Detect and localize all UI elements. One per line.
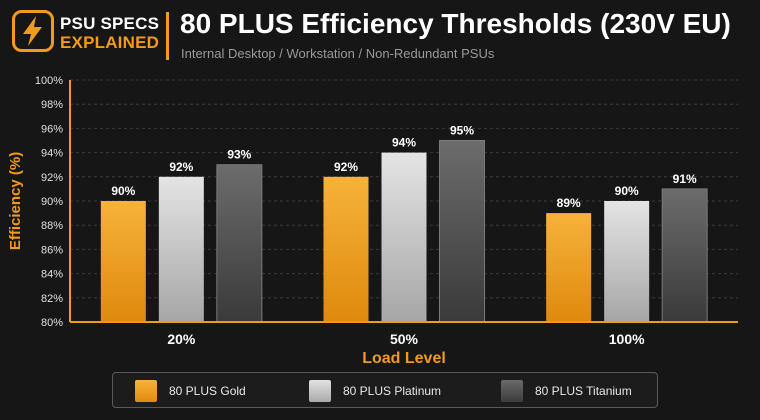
y-tick-label: 100% bbox=[35, 75, 63, 87]
bar-value-label: 95% bbox=[450, 124, 474, 138]
bar-value-label: 90% bbox=[111, 184, 135, 198]
bar-value-label: 94% bbox=[392, 136, 416, 150]
chart-legend: 80 PLUS Gold 80 PLUS Platinum 80 PLUS Ti… bbox=[112, 372, 658, 408]
bar-titanium bbox=[439, 140, 485, 323]
bar-gold bbox=[546, 213, 592, 322]
x-tick-label: 100% bbox=[609, 331, 645, 347]
bar-gold bbox=[100, 201, 146, 322]
legend-label-titanium: 80 PLUS Titanium bbox=[535, 384, 632, 398]
bar-titanium bbox=[661, 188, 708, 323]
y-tick-label: 98% bbox=[41, 99, 63, 111]
y-tick-label: 96% bbox=[41, 123, 63, 135]
y-tick-label: 88% bbox=[41, 220, 63, 232]
y-tick-label: 86% bbox=[41, 244, 63, 256]
y-tick-label: 90% bbox=[41, 196, 63, 208]
axes: 80% 82% 84% 86% 88% 90% 92% 94% 96% 98% 100% 20% 50%… bbox=[7, 75, 738, 367]
bars bbox=[100, 140, 708, 323]
x-tick-label: 20% bbox=[167, 331, 196, 347]
bar-value-label: 90% bbox=[615, 184, 639, 198]
brand-logo: PSU SPECS EXPLAINED bbox=[12, 10, 164, 62]
legend-label-gold: 80 PLUS Gold bbox=[169, 384, 246, 398]
brand-line-2: EXPLAINED bbox=[60, 33, 160, 52]
bar-value-label: 92% bbox=[334, 160, 358, 174]
bar-platinum bbox=[381, 152, 427, 322]
bar-value-label: 93% bbox=[227, 148, 251, 162]
bar-value-label: 92% bbox=[169, 160, 193, 174]
brand-line-1: PSU SPECS bbox=[60, 14, 160, 33]
data-labels: 90% 92% 93% 92% 94% 95% 89% 90% 91% bbox=[111, 124, 697, 211]
bar-value-label: 89% bbox=[557, 196, 581, 210]
legend-label-platinum: 80 PLUS Platinum bbox=[343, 384, 442, 398]
legend-swatch-gold bbox=[135, 380, 157, 402]
x-axis-title: Load Level bbox=[362, 350, 446, 367]
legend-swatch-platinum bbox=[309, 380, 331, 402]
bar-platinum bbox=[158, 176, 204, 322]
y-tick-label: 80% bbox=[41, 317, 63, 329]
y-tick-label: 92% bbox=[41, 172, 63, 184]
lightning-bolt-icon bbox=[12, 10, 54, 52]
title-divider bbox=[166, 12, 169, 60]
legend-swatch-titanium bbox=[501, 380, 523, 402]
y-tick-label: 84% bbox=[41, 269, 63, 281]
y-axis-title: Efficiency (%) bbox=[7, 152, 24, 250]
bar-platinum bbox=[604, 201, 650, 322]
y-tick-label: 82% bbox=[41, 293, 63, 305]
x-tick-label: 50% bbox=[390, 331, 419, 347]
bar-titanium bbox=[216, 164, 263, 323]
bar-gold bbox=[323, 176, 369, 322]
page-subtitle: Internal Desktop / Workstation / Non-Red… bbox=[181, 46, 495, 61]
bar-value-label: 91% bbox=[673, 172, 697, 186]
y-tick-label: 94% bbox=[41, 148, 63, 160]
page-title: 80 PLUS Efficiency Thresholds (230V EU) bbox=[180, 8, 731, 39]
